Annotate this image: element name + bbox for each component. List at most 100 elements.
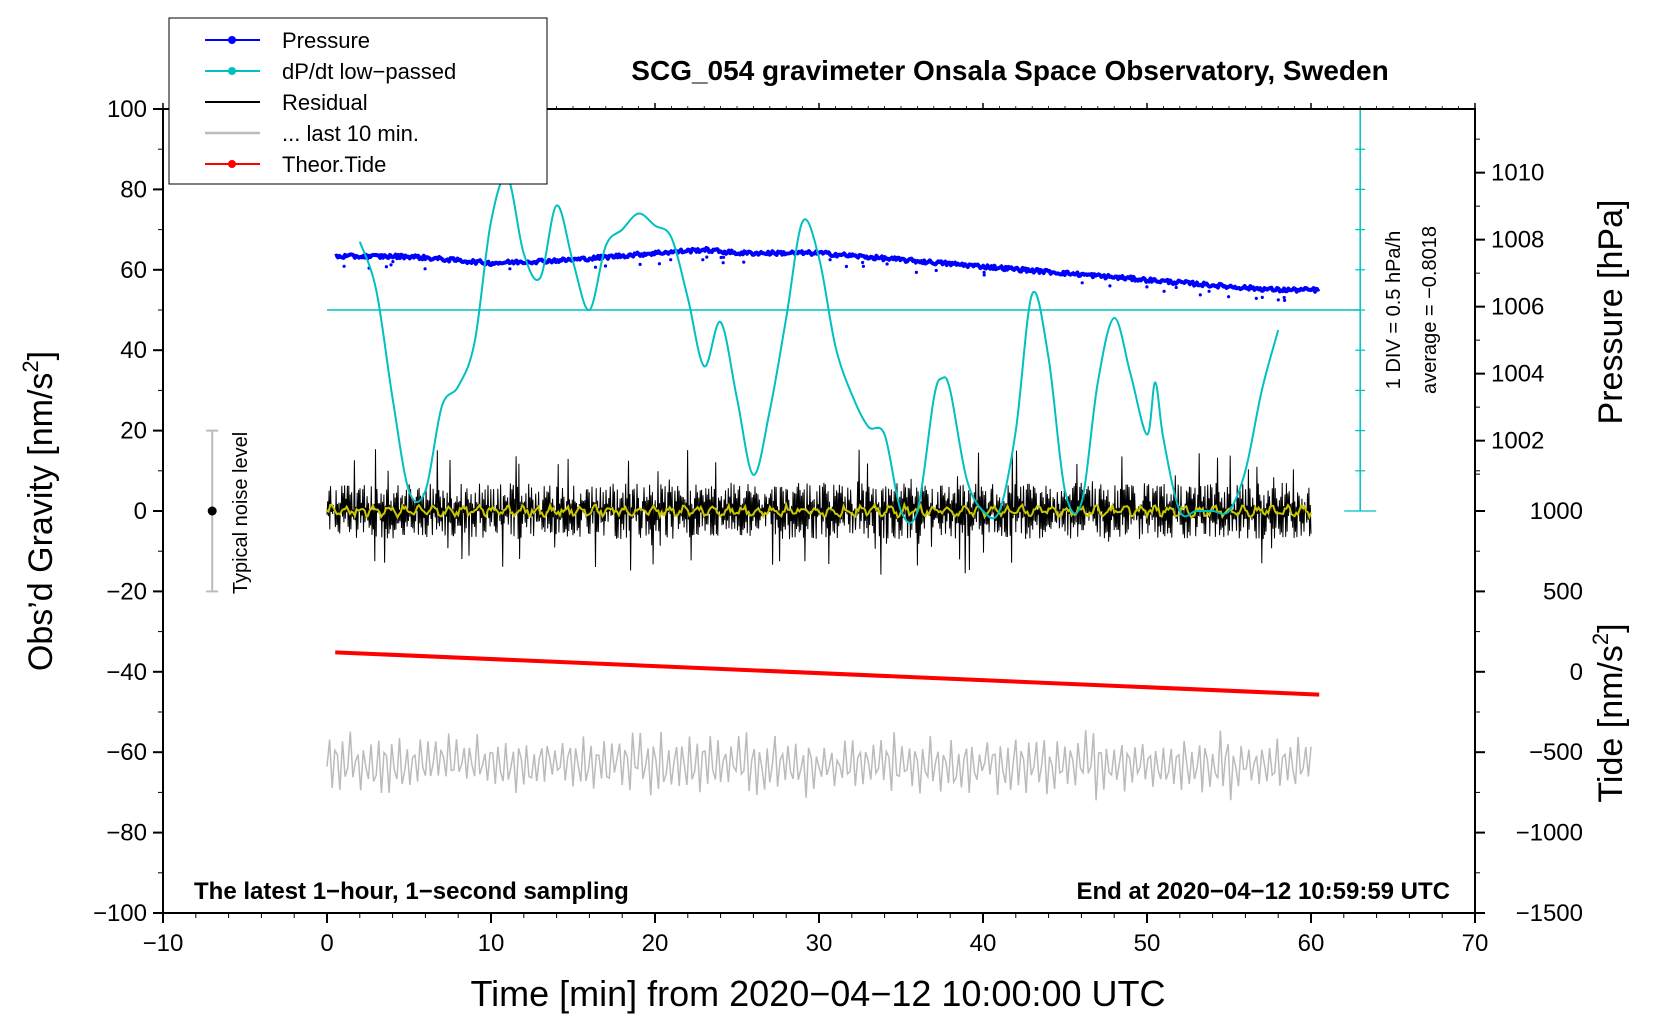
pressure-point bbox=[705, 255, 709, 259]
pressure-tick-label: 1006 bbox=[1491, 294, 1544, 321]
y-tick-label: 100 bbox=[107, 96, 147, 123]
series-layer bbox=[206, 108, 1377, 801]
tide-tick-label: 0 bbox=[1570, 659, 1583, 686]
pressure-point bbox=[861, 264, 866, 268]
x-tick-label: 10 bbox=[478, 930, 505, 957]
legend: Pressure dP/dt low−passed Residual ... last… bbox=[168, 17, 548, 185]
pressure-point bbox=[1162, 289, 1166, 293]
series-residual-smoothed bbox=[326, 500, 1312, 521]
pressure-point bbox=[384, 265, 388, 269]
pressure-point bbox=[1174, 285, 1178, 290]
tide-tick-label: 500 bbox=[1543, 578, 1583, 605]
noise-level-label: Typical noise level bbox=[230, 432, 252, 594]
x-tick-label: −10 bbox=[143, 930, 184, 957]
pressure-point bbox=[885, 262, 889, 266]
pressure-point bbox=[982, 273, 986, 277]
tide-tick-label: −500 bbox=[1529, 739, 1583, 766]
pressure-tick-label: 1002 bbox=[1491, 428, 1544, 455]
pressure-point bbox=[669, 258, 673, 262]
y-axis-label-gravity-sup: 2 bbox=[18, 360, 43, 372]
y-tick-label: 40 bbox=[120, 337, 147, 364]
y-axis-label-tide: Tide [nm/s2] bbox=[1588, 623, 1630, 802]
y-axis-label-tide-sup: 2 bbox=[1588, 633, 1613, 645]
pressure-point bbox=[861, 260, 865, 265]
pressure-point bbox=[719, 255, 723, 260]
pressure-point bbox=[701, 258, 705, 262]
tide-tick-label: −1000 bbox=[1516, 820, 1583, 847]
pressure-point bbox=[508, 267, 512, 271]
pressure-point bbox=[593, 265, 598, 269]
pressure-point bbox=[423, 267, 427, 271]
pressure-point bbox=[1145, 285, 1149, 289]
pressure-point bbox=[657, 262, 662, 266]
legend-label: dP/dt low−passed bbox=[282, 59, 456, 84]
pressure-point bbox=[1276, 298, 1280, 302]
x-tick-label: 70 bbox=[1462, 930, 1489, 957]
pressure-point bbox=[844, 264, 849, 269]
axis-ticks: −10 0 10 20 30 40 50 60 70100806040200−20−40−60−… bbox=[93, 96, 1583, 957]
y-axis-label-pressure: Pressure [hPa] bbox=[1592, 200, 1630, 425]
x-axis-label: Time [min] from 2020−04−12 10:00:00 UTC bbox=[470, 973, 1165, 1014]
pressure-point bbox=[1254, 296, 1258, 300]
x-tick-label: 60 bbox=[1298, 930, 1325, 957]
y-tick-label: −40 bbox=[106, 659, 147, 686]
legend-marker bbox=[228, 36, 236, 44]
pressure-point bbox=[721, 261, 725, 265]
pressure-point bbox=[1080, 281, 1084, 285]
x-tick-label: 50 bbox=[1134, 930, 1161, 957]
pressure-point bbox=[1227, 295, 1231, 299]
y-tick-label: 80 bbox=[120, 176, 147, 203]
dpdt-average-label: average = −0.8018 bbox=[1419, 226, 1441, 394]
series-residual bbox=[326, 449, 1312, 575]
tide-tick-label: 1000 bbox=[1530, 498, 1583, 525]
dpdt-scale-label: 1 DIV = 0.5 hPa/h bbox=[1383, 231, 1405, 389]
y-axis-label-tide-tail: ] bbox=[1592, 623, 1630, 632]
legend-marker bbox=[228, 67, 236, 75]
pressure-point bbox=[391, 260, 395, 264]
pressure-point bbox=[982, 270, 986, 274]
noise-bar-center-dot bbox=[207, 506, 217, 516]
y-tick-label: −60 bbox=[106, 739, 147, 766]
annotation-end-time: End at 2020−04−12 10:59:59 UTC bbox=[1076, 878, 1450, 905]
x-tick-label: 0 bbox=[320, 930, 333, 957]
pressure-point bbox=[722, 255, 726, 259]
pressure-point bbox=[1260, 295, 1264, 299]
y-axis-label-gravity-text: Obs’d Gravity [nm/s bbox=[22, 373, 60, 672]
x-tick-label: 30 bbox=[806, 930, 833, 957]
plot-frame bbox=[162, 108, 1476, 914]
series-last-10-min bbox=[326, 730, 1312, 801]
pressure-point bbox=[914, 270, 919, 274]
x-tick-label: 20 bbox=[642, 930, 669, 957]
pressure-point bbox=[742, 260, 746, 264]
pressure-point bbox=[1108, 284, 1112, 288]
pressure-point bbox=[638, 262, 642, 266]
y-tick-label: −100 bbox=[93, 900, 147, 927]
y-axis-label-gravity: Obs’d Gravity [nm/s2] bbox=[18, 351, 60, 671]
legend-label: Residual bbox=[282, 90, 368, 115]
pressure-point bbox=[828, 258, 832, 262]
pressure-point bbox=[342, 264, 346, 268]
series-theor-tide bbox=[335, 650, 1320, 697]
y-tick-label: 60 bbox=[120, 257, 147, 284]
legend-label: ... last 10 min. bbox=[282, 121, 419, 146]
pressure-point bbox=[1283, 298, 1287, 302]
y-tick-label: −80 bbox=[106, 820, 147, 847]
y-tick-label: 0 bbox=[134, 498, 147, 525]
chart-title: SCG_054 gravimeter Onsala Space Observat… bbox=[631, 55, 1388, 86]
legend-label: Theor.Tide bbox=[282, 152, 386, 177]
pressure-point bbox=[1282, 295, 1286, 300]
pressure-tick-label: 1008 bbox=[1491, 227, 1544, 254]
y-tick-label: 20 bbox=[120, 418, 147, 445]
series-pressure bbox=[334, 246, 1321, 294]
x-tick-label: 40 bbox=[970, 930, 997, 957]
annotation-sampling: The latest 1−hour, 1−second sampling bbox=[194, 878, 629, 905]
pressure-tick-label: 1004 bbox=[1491, 361, 1544, 388]
pressure-point bbox=[603, 264, 608, 268]
pressure-point bbox=[1207, 289, 1211, 293]
legend-marker bbox=[228, 160, 236, 168]
pressure-tick-label: 1010 bbox=[1491, 160, 1544, 187]
y-tick-label: −20 bbox=[106, 578, 147, 605]
y-axis-label-gravity-tail: ] bbox=[22, 351, 60, 360]
pressure-point bbox=[389, 263, 393, 267]
